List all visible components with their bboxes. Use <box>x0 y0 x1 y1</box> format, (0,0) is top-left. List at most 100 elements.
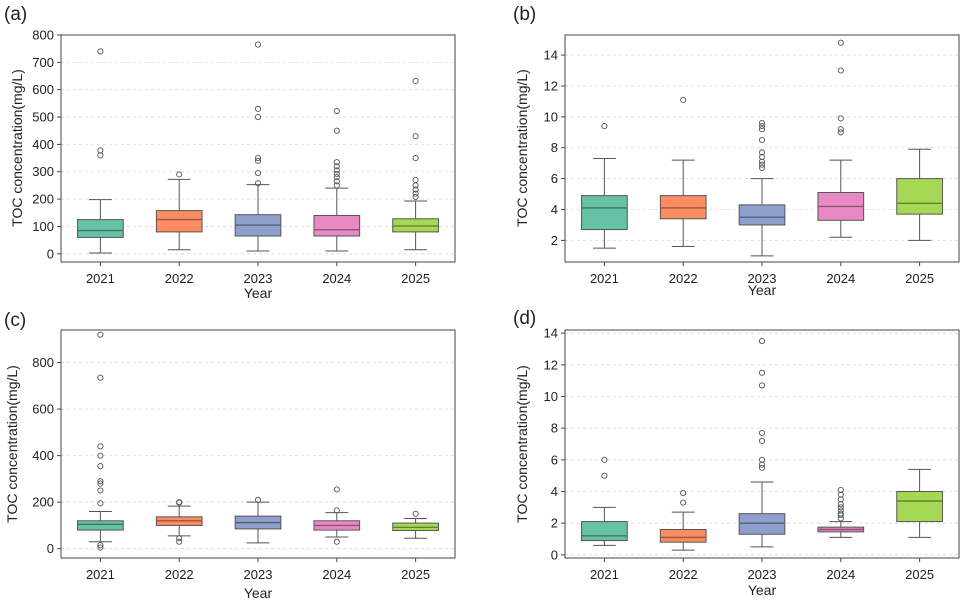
box-2025 <box>392 510 439 539</box>
y-tick-label: 200 <box>32 495 54 510</box>
outlier-point <box>758 369 766 376</box>
box-2024 <box>817 39 865 238</box>
outlier-point <box>758 158 766 165</box>
box-2021 <box>77 48 124 254</box>
outlier-point <box>333 127 340 134</box>
x-axis-label: Year <box>244 585 273 601</box>
plot-frame <box>564 34 960 263</box>
outlier-point <box>254 155 262 162</box>
y-tick-label: 10 <box>544 389 558 404</box>
panel-label: (a) <box>4 4 27 25</box>
box-2024 <box>313 486 361 545</box>
box-body <box>155 210 203 233</box>
y-tick-label: 2 <box>551 516 558 531</box>
box-body <box>896 178 943 215</box>
box-2023 <box>738 338 786 548</box>
outlier-point <box>601 472 608 479</box>
outlier-point <box>254 496 262 503</box>
outlier-point <box>333 170 340 177</box>
outlier-point <box>412 193 419 200</box>
x-tick-label: 2023 <box>244 567 273 582</box>
plot-frame <box>60 34 456 263</box>
outlier-point <box>254 170 262 177</box>
y-tick-label: 400 <box>32 448 54 463</box>
outlier-point <box>680 499 687 506</box>
y-tick-label: 4 <box>551 484 558 499</box>
x-tick-label: 2025 <box>401 567 430 582</box>
outlier-point <box>412 190 419 197</box>
box-2025 <box>392 77 439 251</box>
x-tick-label: 2025 <box>905 567 934 582</box>
outlier-point <box>837 501 844 508</box>
outlier-point <box>176 171 183 178</box>
outlier-point <box>837 510 844 517</box>
outlier-point <box>176 535 183 542</box>
box-2023 <box>234 41 282 252</box>
outlier-point <box>97 452 104 459</box>
y-tick-label: 12 <box>544 78 558 93</box>
chart-panel-3: (c) 0 200 400 600 800 2021 2022 2023 2024 2025 Year… <box>4 310 456 601</box>
outlier-point <box>680 490 687 497</box>
x-tick-label: 2022 <box>165 271 194 286</box>
y-tick-label: 200 <box>32 192 54 207</box>
outlier-point <box>254 113 262 121</box>
y-tick-label: 800 <box>32 28 54 43</box>
outlier-point <box>758 429 766 436</box>
outlier-point <box>97 478 104 485</box>
y-tick-label: 2 <box>551 233 558 248</box>
outlier-point <box>601 456 608 463</box>
panel-label: (c) <box>4 310 26 331</box>
box-2023 <box>738 119 786 257</box>
box-body <box>581 195 628 231</box>
outlier-point <box>758 126 766 133</box>
x-axis-label: Year <box>244 285 273 301</box>
x-axis-label: Year <box>748 582 777 598</box>
box-2021 <box>581 123 628 249</box>
box-2021 <box>77 331 124 551</box>
outlier-point <box>758 338 766 345</box>
box-body <box>896 491 943 523</box>
y-tick-label: 500 <box>32 110 54 125</box>
y-tick-label: 14 <box>544 48 558 63</box>
box-body <box>738 204 786 226</box>
outlier-point <box>680 96 687 103</box>
outlier-point <box>837 496 844 503</box>
outlier-point <box>758 136 766 144</box>
outlier-point <box>837 126 844 133</box>
outlier-point <box>97 48 104 55</box>
outlier-point <box>758 164 766 171</box>
y-tick-label: 600 <box>32 82 54 97</box>
box-2024 <box>313 107 361 252</box>
outlier-point <box>97 443 104 450</box>
outlier-point <box>333 486 340 493</box>
y-tick-label: 700 <box>32 55 54 70</box>
box-body <box>581 521 628 542</box>
x-tick-label: 2021 <box>590 567 619 582</box>
chart-panel-4: (d) 0 2 4 6 8 10 12 14 2021 2022 2023 2024 2025 Year TO… <box>513 308 960 598</box>
x-tick-label: 2021 <box>86 271 115 286</box>
outlier-point <box>97 500 104 507</box>
box-body <box>659 529 707 543</box>
outlier-point <box>758 153 766 161</box>
outlier-point <box>412 510 419 517</box>
y-tick-label: 6 <box>551 171 558 186</box>
outlier-point <box>333 159 340 166</box>
outlier-point <box>837 115 844 122</box>
outlier-point <box>97 374 104 381</box>
y-axis-label: TOC concentration(mg/L) <box>514 365 530 523</box>
y-axis-label: TOC concentration(mg/L) <box>9 69 25 227</box>
outlier-point <box>333 107 340 115</box>
y-tick-label: 100 <box>32 219 54 234</box>
plot-frame <box>564 329 960 559</box>
y-tick-label: 300 <box>32 164 54 179</box>
box-body <box>659 195 707 220</box>
outlier-point <box>837 67 844 74</box>
outlier-point <box>97 463 104 470</box>
box-body <box>77 219 124 238</box>
box-body <box>738 513 786 535</box>
outlier-point <box>97 544 104 551</box>
outlier-point <box>333 167 340 174</box>
y-tick-label: 10 <box>544 109 558 124</box>
x-tick-label: 2025 <box>401 271 430 286</box>
